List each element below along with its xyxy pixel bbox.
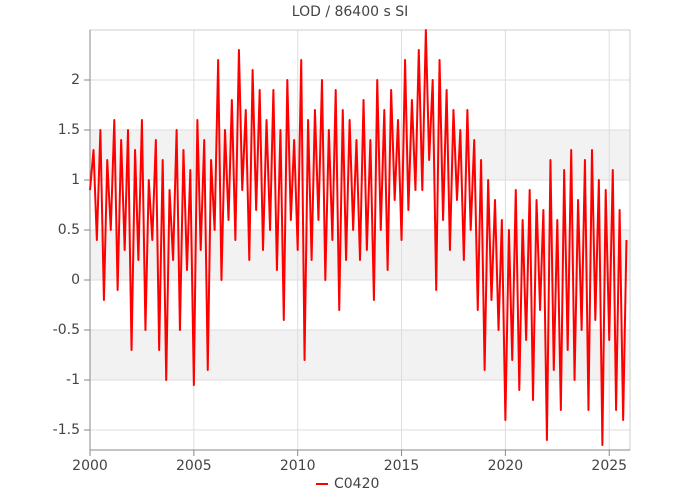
- x-tick-label: 2015: [384, 458, 420, 474]
- y-tick-label: 1.5: [58, 122, 80, 138]
- y-tick-label: 1: [71, 172, 80, 188]
- x-tick-label: 2005: [176, 458, 212, 474]
- x-tick-label: 2000: [72, 458, 108, 474]
- x-tick-label: 2025: [591, 458, 627, 474]
- y-tick-label: -1.5: [53, 422, 80, 438]
- x-tick-label: 2010: [280, 458, 316, 474]
- legend-label: C0420: [334, 476, 379, 492]
- y-tick-label: 0: [71, 272, 80, 288]
- y-tick-label: -0.5: [53, 322, 80, 338]
- y-tick-label: 0.5: [58, 222, 80, 238]
- data-line: [89, 29, 628, 446]
- grid-band: [90, 130, 630, 180]
- x-tick-label: 2020: [488, 458, 524, 474]
- y-tick-label: 2: [71, 72, 80, 88]
- chart-title: LOD / 86400 s SI: [292, 4, 408, 20]
- y-tick-label: -1: [66, 372, 80, 388]
- grid-band: [90, 330, 630, 380]
